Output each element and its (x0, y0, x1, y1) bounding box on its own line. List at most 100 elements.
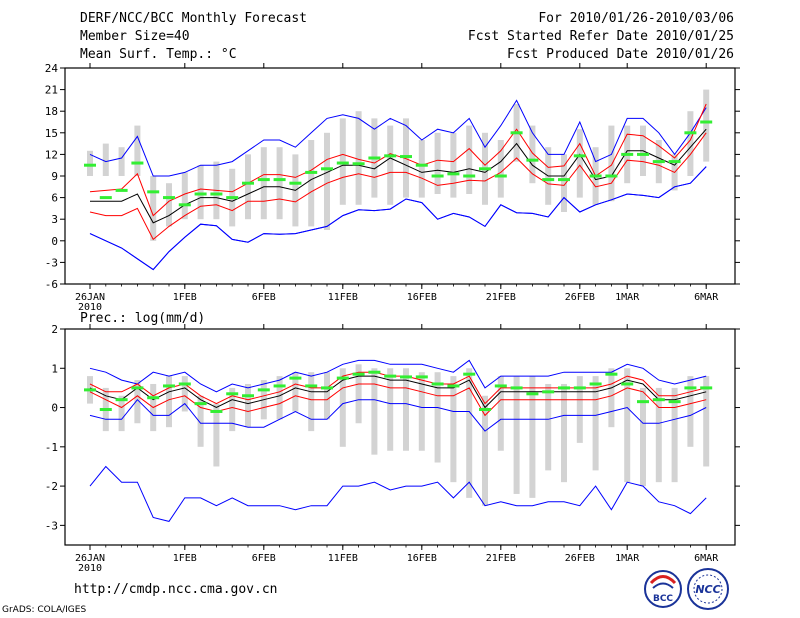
obs-marker (289, 181, 302, 185)
spread-bar (181, 172, 188, 220)
spread-bar (102, 143, 109, 176)
obs-marker (621, 152, 634, 156)
obs-marker (463, 372, 476, 376)
spread-bar (292, 372, 299, 412)
spread-bar (529, 376, 536, 498)
y-tick-label: 0 (51, 235, 58, 248)
x-tick-label: 1MAR (615, 553, 640, 564)
spread-bar (576, 129, 583, 198)
y-tick-label: 6 (51, 192, 58, 205)
spread-bar (276, 147, 283, 220)
obs-marker (178, 203, 191, 207)
obs-marker (305, 384, 318, 388)
ncc-logo-text: NCC (695, 583, 720, 596)
spread-bar (608, 368, 615, 428)
y-tick-label: 18 (45, 105, 58, 118)
spread-bar (624, 368, 631, 483)
obs-marker (700, 120, 713, 124)
series-line-spread-min (89, 383, 707, 417)
spread-bar (561, 154, 567, 212)
spread-bar (655, 387, 662, 483)
y-tick-label: 15 (45, 127, 58, 140)
spread-bar (260, 147, 267, 220)
obs-marker (336, 376, 349, 380)
spread-bar (671, 387, 678, 483)
obs-marker (573, 154, 586, 158)
spread-bar (687, 111, 694, 176)
spread-bar (466, 125, 473, 194)
spread-bar (371, 368, 378, 455)
x-tick-label: 1MAR (615, 292, 640, 303)
obs-marker (210, 192, 223, 196)
forecast-period: For 2010/01/26-2010/03/06 (538, 11, 734, 26)
spread-bar (166, 183, 172, 227)
bcc-logo-arc-icon (652, 582, 674, 589)
obs-marker (637, 400, 649, 404)
fcst-produced-date: Fcst Produced Date 2010/01/26 (507, 47, 734, 62)
spread-bar (403, 368, 409, 451)
obs-marker (589, 174, 602, 178)
x-tick-label: 26JAN (75, 553, 105, 564)
spread-bar (134, 380, 141, 424)
x-tick-label: 6FEB (252, 553, 276, 564)
obs-marker (494, 384, 507, 388)
spread-bar (687, 376, 694, 447)
x-tick-label: 21FEB (486, 292, 516, 303)
x-tick-label: 26FEB (565, 553, 595, 564)
spread-bar (324, 132, 330, 230)
spread-bar (703, 376, 710, 467)
obs-marker (684, 386, 697, 390)
x-tick-label: 11FEB (328, 292, 358, 303)
spread-bar (213, 403, 220, 467)
ncc-logo-globe-icon (693, 574, 723, 604)
obs-marker (652, 160, 665, 164)
obs-marker (352, 372, 365, 376)
x-tick-label: 16FEB (407, 553, 437, 564)
obs-marker (163, 384, 175, 388)
spread-bar (529, 125, 536, 184)
spread-bar (545, 383, 552, 471)
obs-marker (479, 408, 491, 412)
x-tick-label: 16FEB (407, 292, 437, 303)
obs-marker (526, 158, 539, 162)
spread-bar (434, 372, 441, 463)
member-size-label: Member Size=40 (80, 29, 190, 44)
obs-marker (178, 382, 191, 386)
obs-marker (415, 375, 428, 379)
spread-bar (276, 376, 283, 420)
obs-marker (431, 382, 444, 386)
obs-marker (542, 178, 555, 182)
bcc-logo-swoosh-icon (649, 575, 677, 585)
series-line-min (89, 398, 707, 432)
y-tick-label: 24 (45, 62, 59, 75)
spread-bar (229, 387, 236, 432)
obs-marker (447, 172, 460, 176)
grads-credit: GrADS: COLA/IGES (2, 605, 87, 615)
series-line-spread-max (89, 371, 707, 405)
obs-marker (384, 374, 397, 378)
spread-bar (497, 376, 504, 451)
spread-bar (561, 383, 567, 483)
precipitation-panel: -3 -2 -1 0 1 2 26JAN 1FEB 6FEB 11FEB 16FEB 21FEB 26F… (45, 311, 740, 574)
obs-marker (131, 386, 144, 390)
spread-bar (355, 364, 362, 424)
spread-bar (640, 387, 646, 487)
spread-bar (355, 111, 362, 205)
spread-bar (576, 376, 583, 443)
obs-marker (368, 156, 381, 160)
spread-bar (118, 395, 125, 432)
x-tick-label: 21FEB (486, 553, 516, 564)
source-url[interactable]: http://cmdp.ncc.cma.gov.cn (74, 582, 278, 597)
obs-marker (605, 372, 618, 376)
y-tick-label: -3 (45, 256, 58, 269)
obs-marker (684, 131, 697, 135)
obs-marker (194, 192, 207, 196)
obs-marker (463, 174, 476, 178)
x-tick-label: 26FEB (565, 292, 595, 303)
obs-marker (400, 155, 412, 159)
y-tick-label: -6 (45, 278, 58, 291)
spread-bar (387, 125, 394, 205)
obs-marker (652, 398, 665, 402)
x-tick-label: 6FEB (252, 292, 276, 303)
obs-marker (226, 392, 239, 396)
